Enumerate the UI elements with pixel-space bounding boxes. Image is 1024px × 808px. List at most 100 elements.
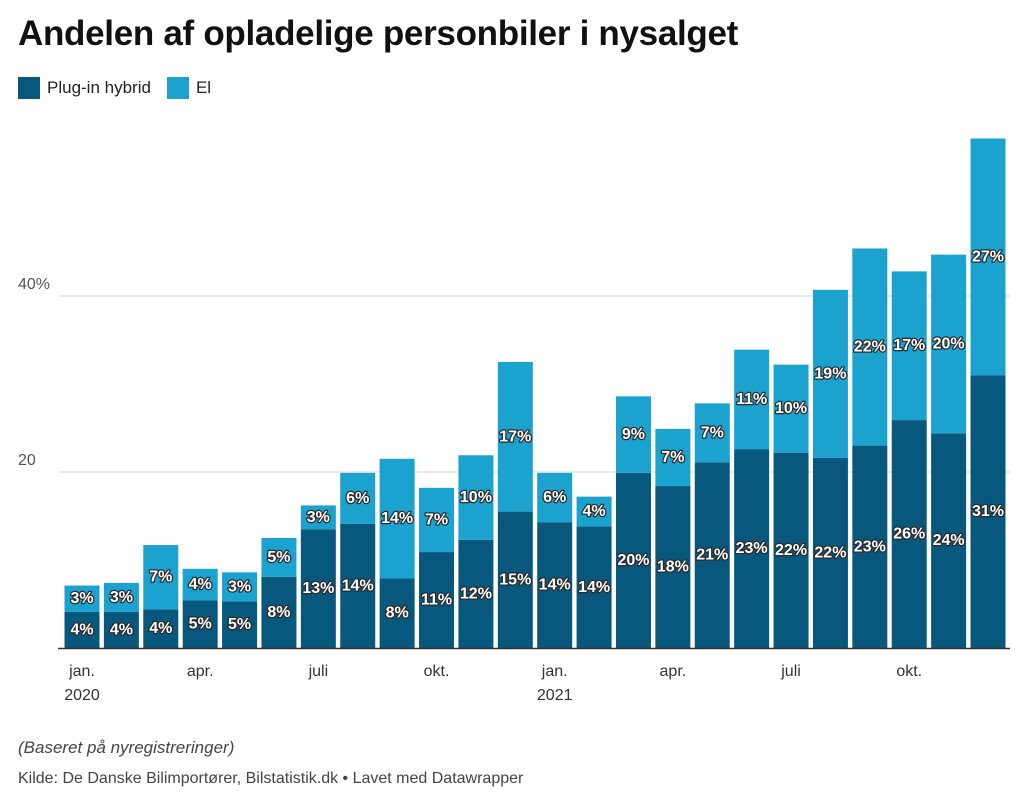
value-label-plug-in-hybrid: 21% (696, 547, 728, 564)
bar-plug-in-hybrid (734, 449, 770, 648)
bar-el (970, 138, 1006, 376)
bar-el (182, 568, 218, 601)
bar-el (773, 364, 809, 453)
value-label-el: 7% (425, 511, 448, 528)
value-label-plug-in-hybrid: 24% (933, 532, 965, 549)
value-label-plug-in-hybrid: 8% (267, 604, 290, 621)
bar-el (655, 428, 691, 487)
value-label-el: 4% (583, 503, 606, 520)
x-tick-label: jan. (541, 663, 568, 680)
value-label-plug-in-hybrid: 23% (854, 538, 886, 555)
bar-plug-in-hybrid (379, 578, 415, 648)
value-label-el: 19% (814, 365, 846, 382)
bar-el (891, 271, 927, 421)
bar-plug-in-hybrid (497, 511, 533, 648)
value-label-el: 14% (381, 510, 413, 527)
bar-plug-in-hybrid (537, 522, 573, 648)
y-tick-label: 20 (18, 452, 36, 469)
value-label-plug-in-hybrid: 4% (149, 620, 172, 637)
value-label-el: 3% (228, 578, 251, 595)
value-label-plug-in-hybrid: 5% (189, 616, 212, 633)
bar-plug-in-hybrid (852, 445, 888, 648)
bar-el (812, 289, 848, 458)
chart-note: (Baseret på nyregistreringer) (18, 738, 235, 757)
legend-item-el: El (166, 77, 212, 99)
value-label-plug-in-hybrid: 31% (972, 503, 1004, 520)
value-label-plug-in-hybrid: 23% (736, 540, 768, 557)
x-tick-label: okt. (896, 663, 922, 680)
value-label-el: 3% (70, 590, 93, 607)
value-label-el: 5% (267, 549, 290, 566)
value-label-plug-in-hybrid: 11% (421, 592, 452, 609)
value-label-plug-in-hybrid: 20% (617, 552, 649, 569)
value-label-el: 4% (189, 576, 212, 593)
bar-plug-in-hybrid (458, 539, 494, 648)
x-tick-year-label: 2020 (64, 687, 100, 704)
bar-el (143, 545, 179, 610)
bar-el (64, 585, 100, 612)
value-label-plug-in-hybrid: 12% (460, 585, 492, 602)
value-label-el: 6% (543, 489, 566, 506)
bar-el (694, 403, 730, 463)
legend-swatch-plug-in-hybrid (18, 77, 40, 99)
x-tick-label: okt. (424, 663, 450, 680)
value-label-el: 7% (661, 449, 684, 466)
bar-plug-in-hybrid (931, 433, 967, 648)
x-tick-label: juli (780, 663, 801, 680)
value-label-el: 6% (346, 490, 369, 507)
x-tick-label: juli (308, 663, 329, 680)
value-label-plug-in-hybrid: 5% (228, 616, 251, 633)
chart-title: Andelen af opladelige personbiler i nysa… (18, 14, 739, 53)
value-label-plug-in-hybrid: 13% (302, 580, 334, 597)
x-tick-label: apr. (660, 663, 687, 680)
y-tick-label: 40% (18, 276, 50, 293)
bar-el (222, 572, 258, 602)
bar-plug-in-hybrid (340, 523, 376, 648)
value-label-plug-in-hybrid: 8% (386, 605, 409, 622)
value-label-el: 17% (499, 428, 531, 445)
x-tick-label: jan. (68, 663, 95, 680)
bar-el (576, 496, 612, 527)
bar-plug-in-hybrid (64, 611, 100, 648)
bar-el (419, 487, 455, 553)
value-label-el: 3% (110, 589, 133, 606)
bar-el (852, 248, 888, 446)
value-label-el: 20% (933, 335, 965, 352)
x-tick-year-label: 2021 (537, 687, 573, 704)
bar-el (261, 538, 297, 577)
value-label-plug-in-hybrid: 4% (70, 621, 93, 638)
bar-el (615, 396, 651, 473)
bar-el (458, 455, 494, 540)
bar-plug-in-hybrid (222, 601, 258, 648)
legend-item-plug-in-hybrid: Plug-in hybrid (18, 77, 151, 99)
value-label-plug-in-hybrid: 4% (110, 621, 133, 638)
legend-label-el: El (195, 78, 212, 97)
bar-plug-in-hybrid (103, 611, 139, 648)
bar-plug-in-hybrid (694, 462, 730, 648)
value-label-plug-in-hybrid: 22% (775, 542, 807, 559)
bar-el (103, 582, 139, 612)
value-label-el: 7% (149, 569, 172, 586)
value-label-el: 11% (736, 391, 767, 408)
bar-plug-in-hybrid (615, 472, 651, 648)
bar-el (734, 349, 770, 450)
x-tick-label: apr. (187, 663, 214, 680)
value-label-plug-in-hybrid: 26% (893, 526, 925, 543)
value-label-plug-in-hybrid: 18% (657, 559, 689, 576)
bar-el (300, 505, 336, 530)
bar-plug-in-hybrid (655, 486, 691, 648)
value-label-el: 9% (622, 426, 645, 443)
bar-el (379, 458, 415, 579)
legend-swatch-el (166, 77, 189, 99)
value-label-plug-in-hybrid: 22% (814, 544, 846, 561)
bar-el (537, 472, 573, 523)
bar-plug-in-hybrid (773, 452, 809, 648)
bar-plug-in-hybrid (143, 609, 179, 648)
value-label-el: 22% (854, 339, 886, 356)
bar-plug-in-hybrid (261, 576, 297, 648)
value-label-plug-in-hybrid: 14% (342, 577, 374, 594)
value-label-el: 17% (893, 337, 925, 354)
bar-plug-in-hybrid (970, 375, 1006, 648)
bar-el (931, 254, 967, 434)
bar-plug-in-hybrid (891, 420, 927, 648)
